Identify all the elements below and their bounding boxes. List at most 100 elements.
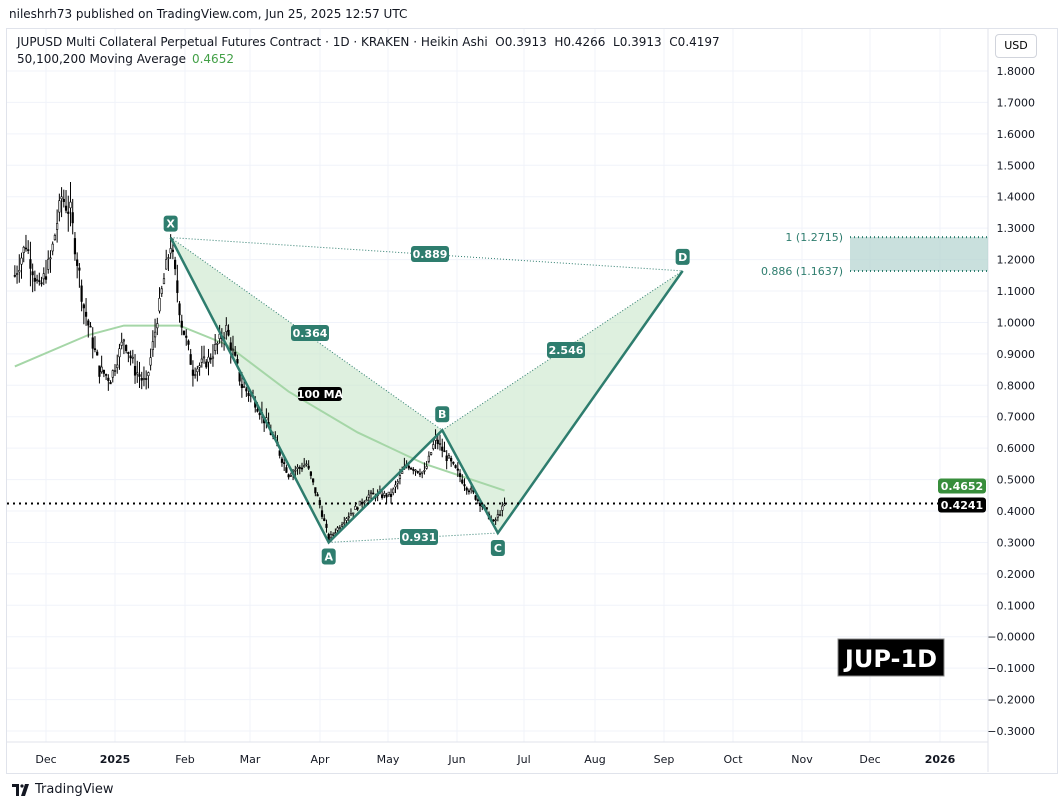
x-tick-label: Sep: [654, 753, 675, 766]
candle-body: [182, 330, 186, 335]
candle-body: [42, 273, 45, 280]
candle-body: [118, 348, 121, 358]
candle-body: [496, 514, 499, 518]
candle-body: [27, 249, 30, 251]
candle-body: [71, 212, 74, 224]
candle-body: [349, 513, 353, 516]
candle-body: [196, 368, 199, 373]
candle-body: [76, 259, 79, 266]
y-tick-label: 1.7000: [997, 96, 1036, 109]
y-tick-label: 0.2000: [997, 568, 1036, 581]
candle-body: [416, 470, 419, 473]
candle-body: [421, 471, 424, 474]
candle-body: [280, 458, 284, 463]
ratio-xb-bg: [291, 325, 329, 341]
candle-body: [149, 357, 152, 366]
candle-body: [470, 487, 473, 491]
candle-body: [412, 469, 415, 471]
candle-body: [474, 495, 477, 500]
candle-body: [162, 278, 166, 285]
candle-body: [105, 374, 108, 376]
candle-body: [200, 358, 203, 363]
candle-body: [13, 275, 16, 277]
point-x-text: X: [166, 218, 175, 231]
x-tick-label: Jul: [516, 753, 530, 766]
candle-body: [285, 467, 288, 473]
currency-button[interactable]: USD: [995, 34, 1037, 58]
ma-legend-label: 50,100,200 Moving Average: [17, 52, 186, 66]
x-tick-label: Dec: [859, 753, 880, 766]
candle-body: [122, 339, 126, 342]
candle-body: [499, 514, 502, 516]
candle-body: [396, 481, 399, 484]
candle-body: [240, 384, 243, 388]
candle-body: [456, 468, 459, 471]
candle-body: [100, 366, 103, 373]
candle-body: [174, 259, 177, 270]
candle-body: [69, 201, 72, 209]
candle-body: [80, 285, 83, 302]
candle-body: [314, 487, 317, 494]
candle-body: [325, 523, 328, 528]
candle-body: [243, 386, 246, 388]
candle-body: [82, 304, 85, 309]
candle-body: [78, 267, 81, 271]
candle-body: [447, 455, 451, 459]
ratio-ac-text: 0.931: [402, 531, 437, 544]
y-tick-label: 1.8000: [997, 65, 1036, 78]
candle-body: [91, 337, 94, 349]
ma-price-badge: 0.4652: [938, 478, 986, 494]
y-tick-label: −0.3000: [987, 725, 1035, 738]
candle-body: [450, 457, 453, 462]
ratio-ac: 0.931: [400, 529, 438, 545]
candle-body: [367, 494, 370, 498]
candle-body: [194, 374, 197, 376]
candle-body: [35, 279, 39, 282]
candle-body: [425, 466, 428, 469]
candle-body: [229, 342, 232, 351]
candle-body: [338, 527, 341, 529]
candle-body: [109, 381, 112, 385]
candle-body: [38, 280, 41, 282]
candle-body: [176, 280, 179, 293]
candle-body: [340, 524, 344, 527]
point-b-text: B: [438, 408, 446, 421]
candle-body: [185, 335, 188, 338]
tradingview-logo[interactable]: TradingView: [12, 782, 114, 797]
candle-body: [409, 467, 413, 470]
candle-body: [125, 345, 128, 351]
candle-body: [67, 211, 70, 214]
candle-body: [156, 323, 159, 329]
candle-body: [120, 341, 123, 346]
ratio-xd-bg: [411, 246, 449, 262]
prz-label: 1 (1.2715): [785, 231, 843, 244]
candle-body: [343, 522, 346, 524]
candle-body: [113, 370, 117, 372]
candle-body: [501, 505, 504, 511]
candle-body: [258, 412, 261, 416]
candle-body: [463, 484, 466, 487]
candle-body: [323, 518, 326, 521]
point-a: A: [321, 548, 336, 565]
candle-body: [329, 534, 333, 539]
candle-body: [53, 235, 57, 241]
candle-body: [178, 303, 181, 316]
y-tick-label: −0.2000: [987, 694, 1035, 707]
y-tick-label: 1.3000: [997, 222, 1036, 235]
pattern-triangle-bcd: [442, 270, 683, 534]
candle-body: [300, 467, 304, 470]
last-price-badge-bg: [938, 497, 986, 513]
candle-body: [438, 443, 442, 445]
candle-body: [102, 369, 105, 374]
ratio-bd-text: 2.546: [549, 344, 584, 357]
candle-body: [354, 506, 357, 510]
point-x: X: [163, 215, 178, 232]
candle-body: [332, 533, 335, 536]
candle-body: [169, 248, 172, 254]
y-tick-label: 1.2000: [997, 254, 1036, 267]
candle-body: [142, 378, 146, 380]
candle-body: [93, 348, 97, 350]
candle-body: [298, 467, 301, 469]
y-tick-label: 1.4000: [997, 191, 1036, 204]
